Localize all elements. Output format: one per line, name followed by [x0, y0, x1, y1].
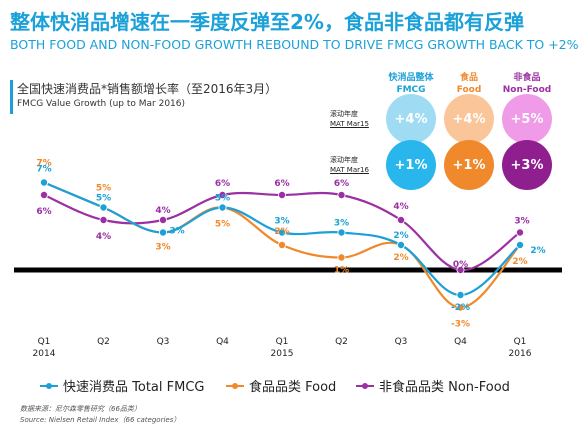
x-tick-label: Q1 [514, 337, 527, 347]
data-label: 4% [96, 232, 111, 242]
data-label: 5% [96, 194, 111, 204]
data-point [277, 228, 286, 237]
summary-circle-nonfood-mar16: +3% [502, 140, 552, 190]
data-point [456, 290, 465, 299]
summary-header-food-en: Food [456, 85, 482, 95]
summary-row-label-mar15: 滚动年度 MAT Mar15 [330, 109, 369, 129]
data-label: 2% [530, 246, 545, 256]
legend-marker-nonfood [356, 382, 374, 389]
data-point [277, 240, 286, 249]
data-point [516, 228, 525, 237]
source-note-en: Source: Nielsen Retail Index（66 categori… [20, 416, 181, 424]
summary-circle-fmcg-mar15: +4% [386, 94, 436, 144]
data-label: 5% [215, 194, 230, 204]
summary-circle-fmcg-mar16: +1% [386, 140, 436, 190]
legend-marker-fmcg [40, 382, 58, 389]
data-label: 5% [96, 184, 111, 194]
data-label: 0% [453, 260, 468, 270]
data-point [337, 228, 346, 237]
data-point [396, 240, 405, 249]
data-point [337, 190, 346, 199]
page-title: 整体快消品增速在一季度反弹至2%，食品非食品都有反弹 [10, 10, 524, 34]
data-label: 3% [514, 217, 529, 227]
chart-title: 全国快速消费品*销售额增长率（至2016年3月） [17, 82, 278, 96]
x-tick-year: 2014 [33, 349, 56, 359]
legend-item-food: 食品品类 Food [226, 376, 336, 395]
summary-header-nonfood: 非食品 Non-Food [497, 72, 557, 96]
x-tick-label: Q3 [157, 337, 170, 347]
data-point [158, 228, 167, 237]
data-point [99, 203, 108, 212]
summary-header-fmcg-cn: 快消品整体 [388, 73, 434, 83]
data-point [277, 190, 286, 199]
data-point [40, 190, 49, 199]
data-label: 3% [334, 219, 349, 229]
x-tick-label: Q2 [97, 337, 110, 347]
data-point [218, 203, 227, 212]
data-label: 5% [215, 220, 230, 230]
data-point [456, 303, 465, 312]
x-tick-label: Q2 [335, 337, 348, 347]
data-point [516, 240, 525, 249]
summary-header-nonfood-cn: 非食品 [513, 73, 541, 83]
data-label: 6% [36, 207, 51, 217]
data-label: 4% [393, 202, 408, 212]
x-tick-label: Q4 [216, 337, 229, 347]
data-point [158, 215, 167, 224]
data-label: 3% [274, 217, 289, 227]
data-point [456, 265, 465, 274]
title-accent-bar [10, 80, 13, 114]
data-label: 3% [169, 227, 184, 237]
series-line [43, 181, 521, 297]
legend-label-nonfood: 非食品品类 Non-Food [379, 380, 510, 395]
data-point [40, 178, 49, 187]
summary-header-food: 食品 Food [439, 72, 499, 96]
data-point [396, 215, 405, 224]
x-tick-label: Q3 [395, 337, 408, 347]
x-tick-label: Q1 [38, 337, 51, 347]
source-note-cn: 数据来源：尼尔森零售研究（66品类） [20, 405, 141, 413]
data-point [99, 215, 108, 224]
data-label: 4% [155, 206, 170, 216]
summary-header-fmcg: 快消品整体 FMCG [381, 72, 441, 96]
legend-marker-food [226, 382, 244, 389]
data-label: 6% [334, 179, 349, 189]
legend-label-fmcg: 快速消费品 Total FMCG [63, 380, 205, 395]
legend-item-fmcg: 快速消费品 Total FMCG [40, 376, 204, 395]
growth-line-chart: Q1 2014 Q2 Q3 Q4 Q1 2015 Q2 Q3 Q4 Q1 2016 7% 5% 3% 5% 3%… [14, 159, 562, 359]
summary-circle-nonfood-mar15: +5% [502, 94, 552, 144]
data-label: 2% [393, 231, 408, 241]
data-label: 1% [334, 266, 349, 276]
chart-subtitle: FMCG Value Growth (up to Mar 2016) [17, 99, 186, 109]
legend-label-food: 食品品类 Food [249, 380, 337, 395]
summary-header-nonfood-en: Non-Food [502, 85, 552, 95]
data-label: 7% [36, 159, 51, 169]
data-label: 2% [393, 253, 408, 263]
data-label: 3% [155, 243, 170, 253]
summary-circle-food-mar16: +1% [444, 140, 494, 190]
legend-item-nonfood: 非食品品类 Non-Food [356, 376, 510, 395]
data-label: 6% [215, 179, 230, 189]
data-label: 2% [512, 257, 527, 267]
data-label: 7% [36, 165, 51, 175]
summary-row-label-mar15-en: MAT Mar15 [330, 120, 369, 128]
summary-row-label-mar15-cn: 滚动年度 [330, 110, 358, 118]
summary-circle-food-mar15: +4% [444, 94, 494, 144]
x-tick-label: Q1 [276, 337, 289, 347]
x-tick-label: Q4 [454, 337, 467, 347]
data-label: 2% [274, 227, 289, 237]
summary-row-label-mar16-en: MAT Mar16 [330, 166, 369, 174]
summary-row-label-mar16: 滚动年度 MAT Mar16 [330, 155, 369, 175]
summary-row-label-mar16-cn: 滚动年度 [330, 156, 358, 164]
page-subtitle: BOTH FOOD AND NON-FOOD GROWTH REBOUND TO… [10, 37, 579, 52]
data-point [337, 253, 346, 262]
data-label: -3% [451, 320, 470, 330]
data-point [218, 190, 227, 199]
summary-header-food-cn: 食品 [459, 73, 478, 83]
x-tick-year: 2016 [509, 349, 532, 359]
x-tick-year: 2015 [271, 349, 294, 359]
data-label: -2% [451, 303, 470, 313]
data-label: 6% [274, 179, 289, 189]
summary-header-fmcg-en: FMCG [396, 85, 426, 95]
